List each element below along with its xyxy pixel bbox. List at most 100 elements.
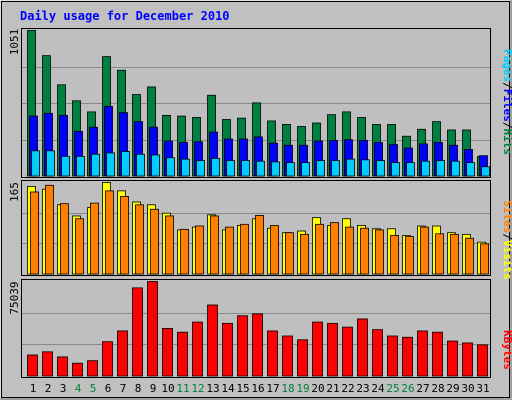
bar-pages-day-29 <box>451 160 460 177</box>
x-tick-label-day-20: 20 <box>311 382 324 395</box>
bar-kbytes-day-27 <box>417 330 428 377</box>
legend-top: Pages/Files/Hits <box>501 49 512 155</box>
bar-sites-day-6 <box>105 190 114 275</box>
x-tick-label-day-4: 4 <box>75 382 82 395</box>
bar-kbytes-day-19 <box>297 339 308 377</box>
bar-pages-day-13 <box>211 158 220 177</box>
bar-sites-day-25 <box>390 235 399 275</box>
x-tick-label-day-16: 16 <box>251 382 264 395</box>
bar-pages-day-7 <box>121 151 130 177</box>
bar-pages-day-5 <box>91 153 100 177</box>
bar-sites-day-7 <box>120 196 129 275</box>
bar-kbytes-day-25 <box>387 335 398 377</box>
bar-pages-day-27 <box>421 160 430 177</box>
bar-pages-day-11 <box>181 158 190 177</box>
legend-sites: Sites <box>501 200 512 233</box>
legend-hits: Hits <box>501 129 512 156</box>
x-tick-label-day-1: 1 <box>30 382 37 395</box>
bar-pages-day-1 <box>31 150 40 177</box>
x-tick-label-day-19: 19 <box>296 382 309 395</box>
x-tick-label-day-31: 31 <box>476 382 489 395</box>
bar-pages-day-25 <box>391 162 400 177</box>
bar-sites-day-13 <box>210 215 219 275</box>
legend-sep-2: / <box>501 122 512 129</box>
bar-sites-day-29 <box>450 233 459 275</box>
x-tick-label-day-23: 23 <box>356 382 369 395</box>
x-tick-label-day-11: 11 <box>176 382 189 395</box>
x-tick-label-day-22: 22 <box>341 382 354 395</box>
bar-kbytes-day-11 <box>177 331 188 377</box>
bar-sites-day-27 <box>420 226 429 275</box>
chart-title: Daily usage for December 2010 <box>20 9 230 23</box>
bar-pages-day-26 <box>406 162 415 177</box>
bar-pages-day-14 <box>226 160 235 177</box>
bar-sites-day-24 <box>375 229 384 275</box>
bar-sites-day-16 <box>255 214 264 275</box>
bar-kbytes-day-21 <box>327 322 338 377</box>
bar-sites-day-15 <box>240 223 249 275</box>
bar-kbytes-day-8 <box>132 287 143 377</box>
bar-pages-day-30 <box>466 162 475 177</box>
x-tick-label-day-13: 13 <box>206 382 219 395</box>
bar-pages-day-18 <box>286 162 295 177</box>
bar-sites-day-12 <box>195 225 204 275</box>
x-tick-label-day-21: 21 <box>326 382 339 395</box>
bar-pages-day-10 <box>166 157 175 177</box>
bar-pages-day-16 <box>256 160 265 177</box>
bar-kbytes-day-18 <box>282 335 293 377</box>
x-tick-label-day-10: 10 <box>161 382 174 395</box>
x-tick-label-day-28: 28 <box>431 382 444 395</box>
bar-kbytes-day-15 <box>237 315 248 377</box>
bar-kbytes-day-28 <box>432 331 443 377</box>
bar-pages-day-2 <box>46 150 55 177</box>
x-tick-label-day-15: 15 <box>236 382 249 395</box>
bar-sites-day-1 <box>30 191 39 275</box>
x-tick-label-day-24: 24 <box>371 382 385 395</box>
bar-kbytes-day-16 <box>252 313 263 377</box>
x-tick-label-day-30: 30 <box>461 382 474 395</box>
x-tick-label-day-5: 5 <box>90 382 97 395</box>
bar-sites-day-10 <box>165 215 174 275</box>
bar-kbytes-day-7 <box>117 330 128 377</box>
bar-pages-day-12 <box>196 160 205 177</box>
middle-panel-max-label: 165 <box>8 182 21 202</box>
bar-sites-day-26 <box>405 236 414 275</box>
x-tick-label-day-2: 2 <box>45 382 52 395</box>
legend-pages: Pages <box>501 49 512 82</box>
bar-kbytes-day-4 <box>72 362 83 377</box>
bar-pages-day-19 <box>301 162 310 177</box>
x-tick-label-day-14: 14 <box>221 382 235 395</box>
bar-sites-day-30 <box>465 237 474 275</box>
x-tick-label-day-25: 25 <box>386 382 399 395</box>
bar-sites-day-9 <box>150 208 159 275</box>
bar-sites-day-31 <box>480 243 489 275</box>
x-tick-label-day-12: 12 <box>191 382 204 395</box>
bar-sites-day-19 <box>300 233 309 275</box>
bar-kbytes-day-12 <box>192 321 203 377</box>
bar-kbytes-day-20 <box>312 321 323 377</box>
bar-marks <box>27 30 490 377</box>
bar-kbytes-day-14 <box>222 322 233 377</box>
bar-kbytes-day-13 <box>207 304 218 377</box>
x-tick-label-day-29: 29 <box>446 382 459 395</box>
bar-pages-day-20 <box>316 160 325 177</box>
bar-kbytes-day-10 <box>162 327 173 377</box>
x-tick-label-day-26: 26 <box>401 382 414 395</box>
bar-pages-day-28 <box>436 160 445 177</box>
bar-kbytes-day-3 <box>57 356 68 377</box>
bar-sites-day-18 <box>285 232 294 275</box>
bar-kbytes-day-30 <box>462 342 473 377</box>
bar-kbytes-day-17 <box>267 330 278 377</box>
bar-pages-day-6 <box>106 152 115 177</box>
bar-sites-day-4 <box>75 218 84 275</box>
bar-sites-day-3 <box>60 203 69 275</box>
bar-sites-day-11 <box>180 228 189 275</box>
bar-kbytes-day-22 <box>342 326 353 377</box>
x-tick-label-day-8: 8 <box>135 382 142 395</box>
legend-middle: Sites/Visits <box>501 200 512 280</box>
x-tick-label-day-7: 7 <box>120 382 127 395</box>
bar-kbytes-day-31 <box>477 344 488 377</box>
bar-sites-day-21 <box>330 222 339 275</box>
